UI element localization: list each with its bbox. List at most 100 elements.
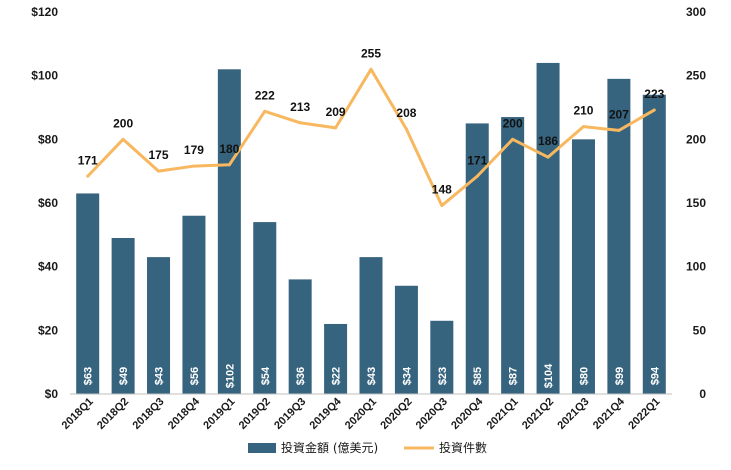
bar-value-label: $99 [614, 367, 626, 385]
bar-value-label: $43 [154, 367, 166, 385]
x-tick-label: 2020Q4 [449, 395, 486, 432]
bar [607, 78, 631, 394]
legend-label-line: 投資件數 [439, 440, 487, 455]
right-axis-tick-label: 150 [686, 196, 706, 210]
x-tick-label: 2019Q3 [272, 396, 308, 432]
line-point [652, 108, 656, 112]
bar [571, 139, 595, 394]
line-point-label: 222 [255, 88, 275, 102]
left-axis-tick-label: $80 [38, 132, 58, 146]
line-point-label: 213 [290, 100, 310, 114]
x-tick-label: 2021Q3 [555, 396, 591, 432]
line-series: 171 200 175 179 180 222 213 209 255 208 148 171 200 1… [78, 46, 665, 208]
bar [288, 279, 312, 394]
line-point-label: 171 [78, 153, 98, 167]
bar [76, 193, 100, 394]
legend: 投資金額 (億美元) 投資件數 [248, 440, 487, 455]
line-point-label: 255 [361, 46, 381, 60]
line-point [192, 164, 196, 168]
bar-value-label: $54 [260, 366, 272, 385]
line-point-label: 200 [503, 116, 523, 130]
right-axis-tick-label: 50 [693, 323, 707, 337]
line-point-label: 209 [326, 105, 346, 119]
bar [324, 323, 348, 394]
bar [465, 123, 489, 395]
left-axis: $0 $20 $40 $60 $80 $100 $120 [31, 5, 58, 401]
line-point [334, 126, 338, 130]
line-point [475, 174, 479, 178]
bar [182, 215, 206, 394]
line-point [227, 163, 231, 167]
x-tick-label: 2018Q4 [166, 395, 203, 432]
line-point [404, 127, 408, 131]
legend-swatch-bar [248, 443, 276, 453]
legend-label-bar: 投資金額 (億美元) [281, 440, 378, 455]
x-tick-label: 2018Q1 [60, 396, 96, 432]
line-point [86, 174, 90, 178]
bar-series: $63 $49 $43 $56 $102 $54 $36 $22 $43 $34 $23 $85 $87… [76, 62, 666, 395]
x-tick-label: 2018Q3 [130, 396, 166, 432]
x-tick-label: 2020Q2 [378, 396, 414, 432]
line-point-label: 223 [644, 87, 664, 101]
line-point [298, 121, 302, 125]
bar [147, 257, 171, 394]
right-axis-tick-label: 200 [686, 132, 706, 146]
bar [536, 62, 560, 394]
bar-value-label: $85 [472, 367, 484, 385]
line-point-label: 210 [573, 104, 593, 118]
right-axis-tick-label: 100 [686, 260, 706, 274]
bar [253, 222, 277, 394]
bar-value-label: $36 [295, 367, 307, 385]
line-point-label: 171 [467, 153, 487, 167]
left-axis-tick-label: $40 [38, 260, 58, 274]
line-path [86, 67, 656, 208]
x-tick-label: 2019Q1 [201, 396, 237, 432]
line-point [157, 169, 161, 173]
bar-value-label: $63 [83, 367, 95, 385]
bar [501, 117, 525, 395]
x-tick-label: 2019Q4 [308, 395, 345, 432]
x-tick-label: 2021Q2 [520, 396, 556, 432]
line-point-label: 207 [609, 107, 629, 121]
bar-value-label: $49 [118, 367, 130, 385]
bar-value-label: $102 [224, 364, 236, 388]
bar [359, 257, 383, 394]
line-point [511, 137, 515, 141]
right-axis-tick-label: 0 [699, 387, 706, 401]
bar-value-label: $87 [508, 367, 520, 385]
right-axis-tick-label: 300 [686, 5, 706, 19]
bar-value-label: $94 [649, 366, 661, 385]
line-point [581, 125, 585, 129]
x-tick-label: 2021Q4 [591, 395, 628, 432]
line-point [440, 204, 444, 208]
x-tick-label: 2022Q1 [626, 396, 662, 432]
line-point-label: 208 [396, 106, 416, 120]
left-axis-tick-label: $100 [31, 69, 58, 83]
line-point [617, 128, 621, 132]
left-axis-tick-label: $60 [38, 196, 58, 210]
line-point [369, 67, 373, 71]
line-point [546, 155, 550, 159]
bar-value-label: $22 [331, 367, 343, 385]
right-axis-tick-label: 250 [686, 69, 706, 83]
bar-value-label: $80 [578, 367, 590, 385]
bar-value-label: $56 [189, 367, 201, 385]
x-tick-label: 2021Q1 [485, 396, 521, 432]
x-tick-label: 2020Q3 [414, 396, 450, 432]
x-tick-label: 2018Q2 [95, 396, 131, 432]
bar-value-label: $34 [401, 366, 413, 385]
line-point-label: 148 [432, 183, 452, 197]
line-point-label: 175 [149, 148, 169, 162]
bar-value-label: $104 [543, 363, 555, 388]
bar [111, 238, 135, 394]
left-axis-tick-label: $20 [38, 323, 58, 337]
x-tick-label: 2019Q2 [237, 396, 273, 432]
line-point-label: 180 [219, 142, 239, 156]
line-point-label: 186 [538, 134, 558, 148]
bar-value-label: $43 [366, 367, 378, 385]
right-axis: 0 50 100 150 200 250 300 [686, 5, 706, 401]
line-point-label: 179 [184, 143, 204, 157]
bar [217, 69, 241, 395]
left-axis-tick-label: $120 [31, 5, 58, 19]
